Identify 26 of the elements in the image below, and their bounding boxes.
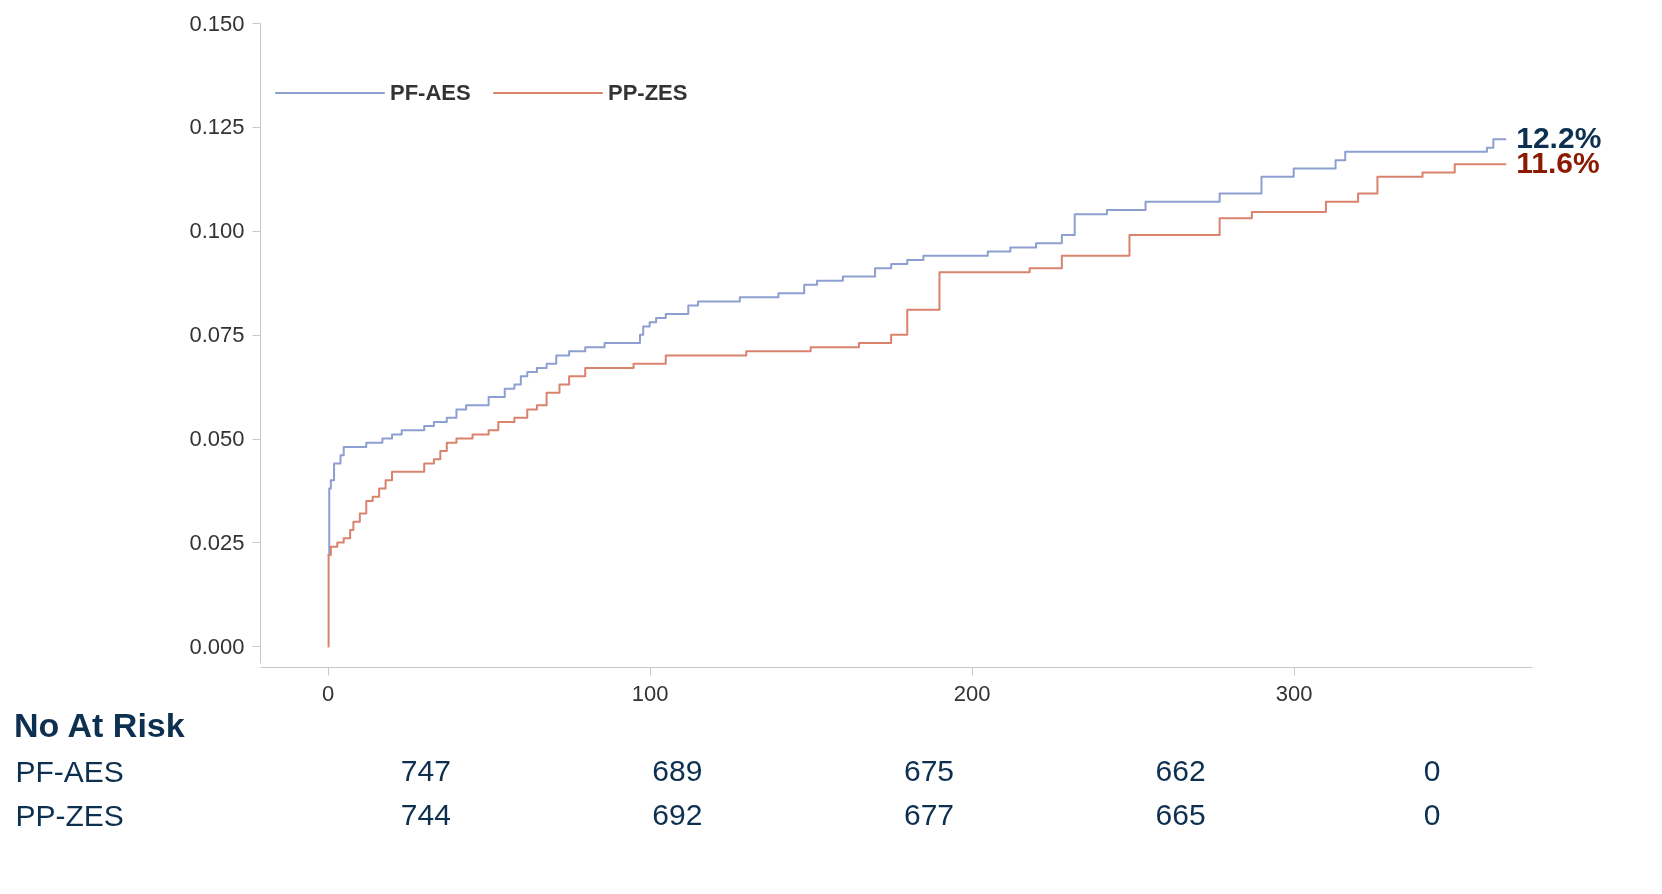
text: No At Risk bbox=[14, 706, 185, 744]
text: PP-ZES bbox=[15, 798, 124, 832]
text: 747 bbox=[400, 754, 451, 787]
text: 677 bbox=[903, 798, 955, 831]
x-tick-label: 300 bbox=[1275, 680, 1313, 706]
text: 744 bbox=[400, 798, 451, 831]
text: 662 bbox=[1155, 754, 1206, 787]
text: 0 bbox=[1423, 798, 1441, 831]
text: 692 bbox=[652, 798, 703, 831]
y-tick-label: 0.000 bbox=[189, 633, 245, 659]
y-tick-label: 0.150 bbox=[189, 10, 245, 36]
x-tick-label: 0 bbox=[322, 680, 335, 706]
y-tick-label: 0.100 bbox=[189, 218, 245, 244]
y-tick-label: 0.025 bbox=[189, 529, 245, 555]
text: 665 bbox=[1155, 798, 1206, 831]
legend-label: PF-AES bbox=[390, 80, 471, 105]
text: 675 bbox=[903, 754, 955, 787]
y-tick-label: 0.075 bbox=[189, 322, 245, 348]
text: 689 bbox=[652, 754, 703, 787]
y-tick-label: 0.050 bbox=[189, 426, 245, 452]
y-tick-label: 0.125 bbox=[189, 114, 245, 140]
text: 0 bbox=[1423, 754, 1441, 787]
x-tick-label: 100 bbox=[631, 680, 669, 706]
text: PF-AES bbox=[15, 754, 124, 788]
legend-label: PP-ZES bbox=[608, 80, 688, 105]
x-tick-label: 200 bbox=[953, 680, 991, 706]
